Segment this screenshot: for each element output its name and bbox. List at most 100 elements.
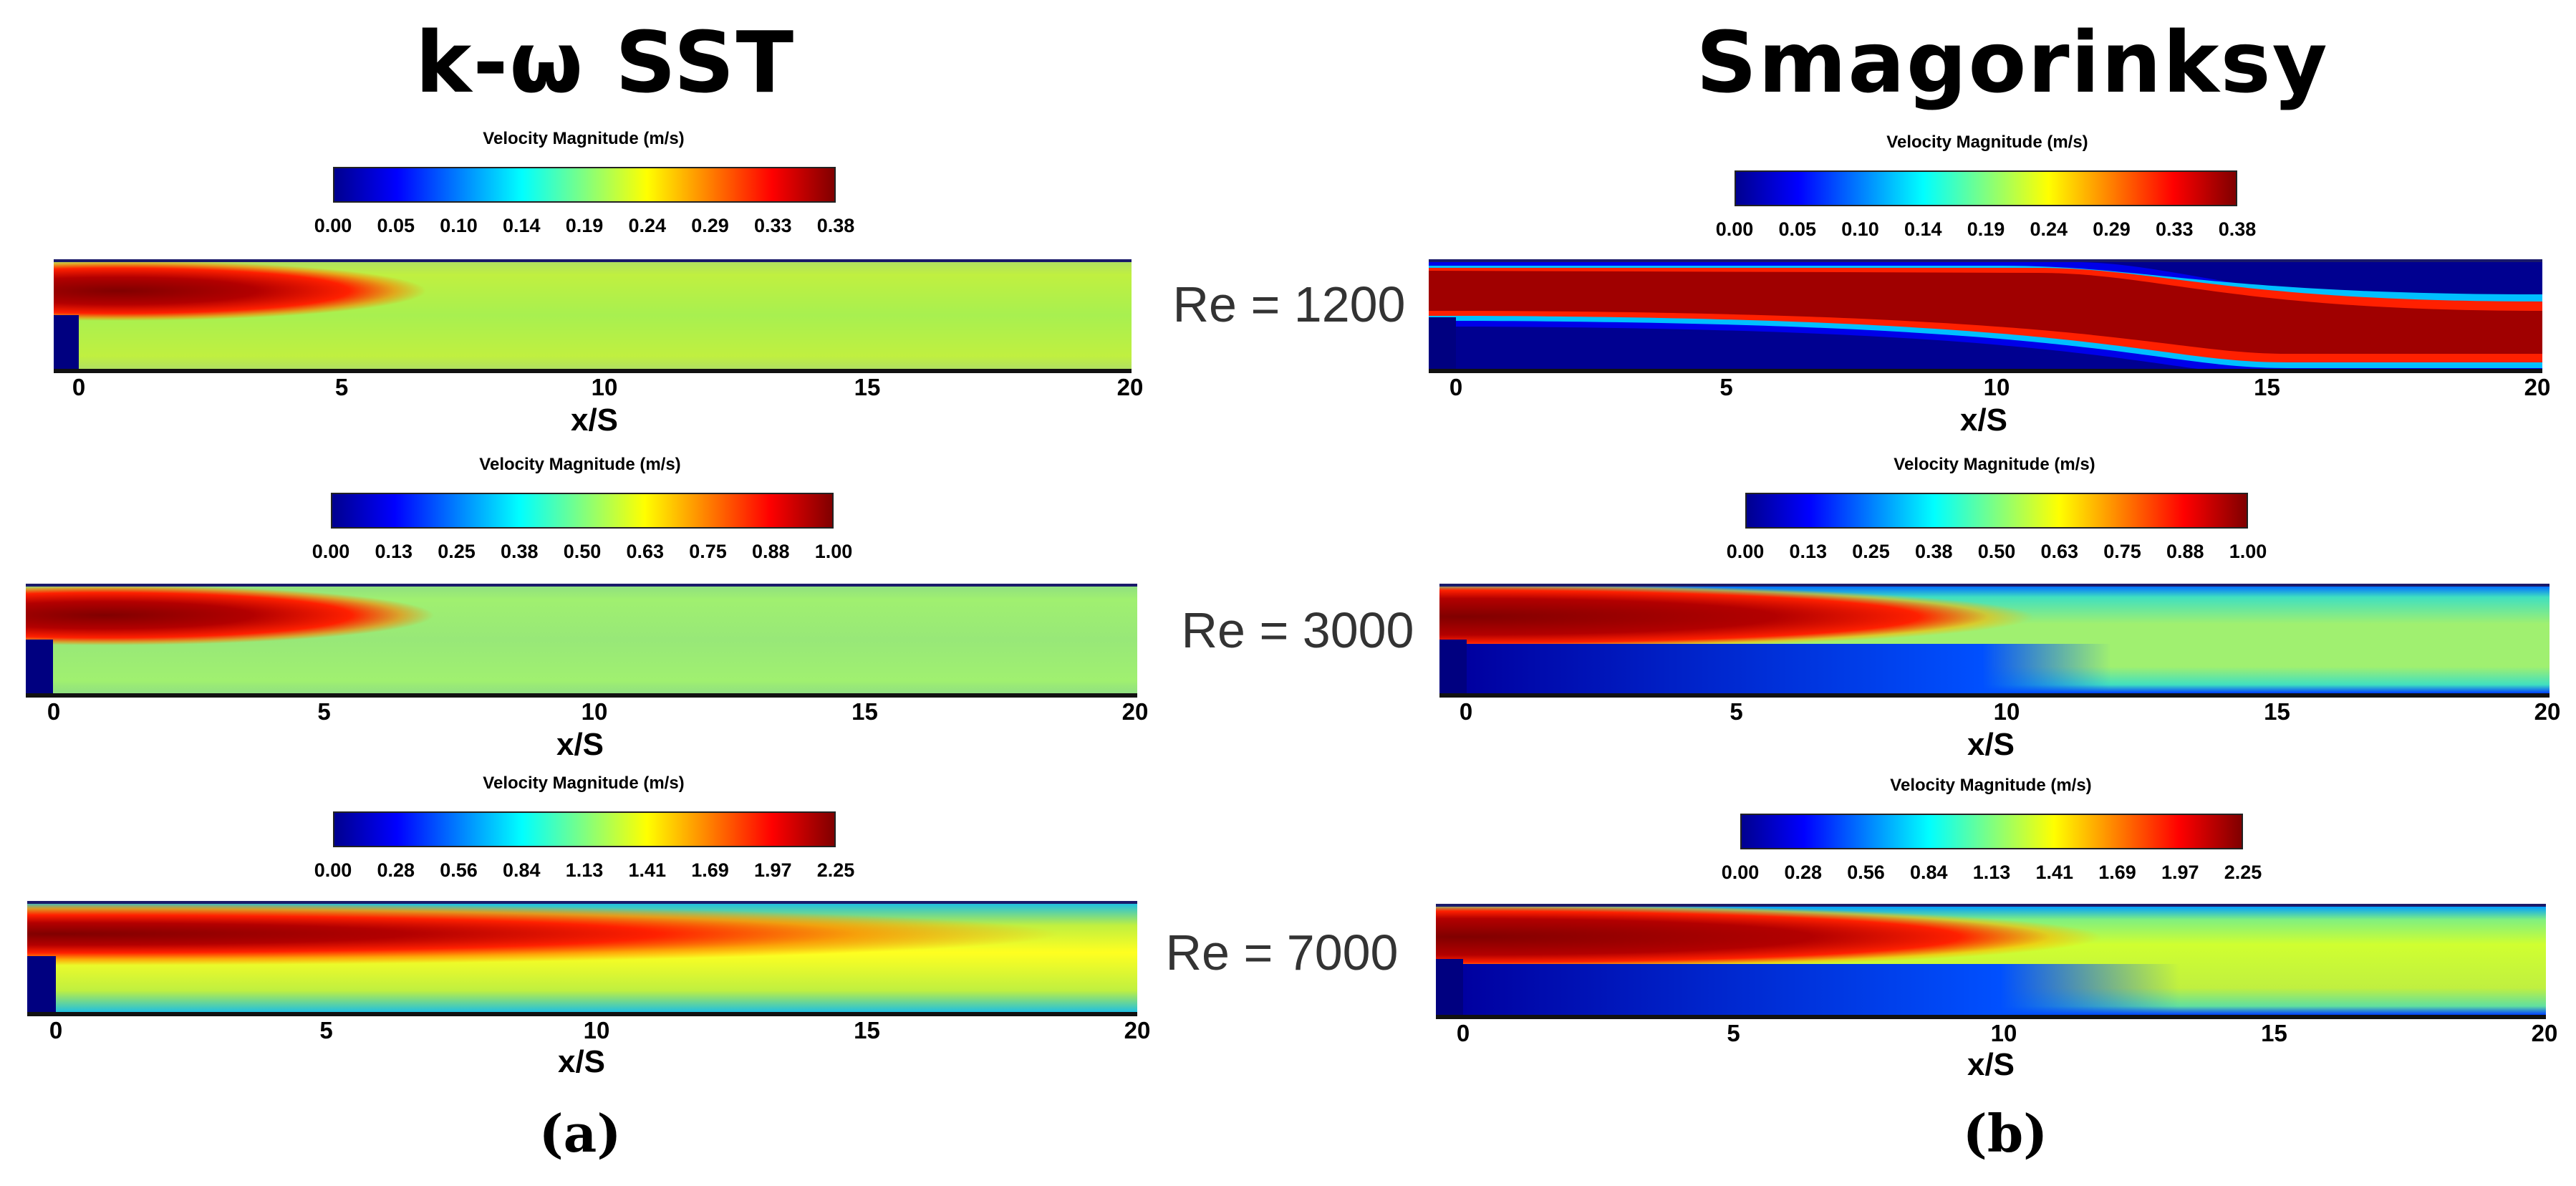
x-axis-label: x/S	[557, 1044, 606, 1079]
x-tick-label: 0	[47, 698, 61, 725]
colorbar-tick-label: 0.00	[312, 541, 350, 562]
colorbar	[333, 167, 836, 203]
colorbar-tick-label: 0.50	[1977, 541, 2016, 562]
x-axis-label: x/S	[1967, 727, 2015, 762]
colorbar-tick-label: 0.84	[502, 859, 541, 881]
velocity-field	[1439, 584, 2550, 697]
colorbar-tick-label: 1.41	[628, 859, 667, 881]
velocity-field	[1436, 904, 2546, 1018]
colorbar	[333, 811, 836, 847]
x-tick-label: 10	[1990, 1020, 2017, 1046]
colorbar-tick-label: 0.00	[1721, 862, 1760, 883]
colorbar-title: Velocity Magnitude (m/s)	[483, 129, 685, 148]
colorbar-tick-label: 1.69	[691, 859, 729, 881]
x-tick-label: 20	[1116, 374, 1144, 400]
colorbar-tick-label: 0.38	[2218, 218, 2257, 240]
colorbar-title: Velocity Magnitude (m/s)	[1886, 132, 2088, 152]
x-tick-label: 15	[852, 698, 878, 725]
colorbar-title: Velocity Magnitude (m/s)	[1890, 776, 2092, 795]
x-tick-label: 0	[1459, 698, 1473, 725]
x-tick-label: 20	[2531, 1020, 2558, 1046]
colorbar-tick-label: 0.10	[440, 215, 478, 236]
colorbar-title: Velocity Magnitude (m/s)	[479, 455, 681, 474]
x-tick-label: 5	[334, 374, 349, 400]
x-tick-label: 5	[1719, 374, 1733, 400]
colorbar-tick-label: 0.00	[1715, 218, 1754, 240]
colorbar-tick-label: 0.00	[1726, 541, 1765, 562]
colorbar-tick-label: 0.28	[1784, 862, 1823, 883]
recirculation-zone	[27, 956, 56, 1012]
x-tick-label: 5	[319, 1017, 333, 1043]
colorbar-tick-label: 0.38	[816, 215, 855, 236]
colorbar-tick-label: 0.00	[314, 215, 352, 236]
x-tick-label: 10	[1983, 374, 2010, 400]
colorbar-tick-label: 1.00	[2229, 541, 2267, 562]
colorbar-tick-label: 0.88	[2166, 541, 2204, 562]
x-tick-label: 20	[2534, 698, 2561, 725]
colorbar-tick-label: 0.14	[502, 215, 541, 236]
colorbar-tick-label: 0.29	[2093, 218, 2131, 240]
colorbar-tick-label: 0.05	[377, 215, 415, 236]
colorbar-tick-label: 1.41	[2035, 862, 2074, 883]
colorbar-tick-label: 0.19	[565, 215, 604, 236]
velocity-field	[27, 901, 1137, 1016]
colorbar-tick-label: 0.38	[500, 541, 539, 562]
x-tick-label: 15	[2261, 1020, 2287, 1046]
recirculation-zone	[1429, 317, 1456, 369]
colorbar-tick-label: 2.25	[2224, 862, 2262, 883]
colorbar-tick-label: 0.75	[2103, 541, 2141, 562]
colorbar-tick-label: 0.56	[440, 859, 478, 881]
re-label-1200: Re = 1200	[1172, 276, 1406, 332]
recirculation-zone	[1436, 959, 1463, 1015]
colorbar-tick-label: 0.28	[377, 859, 415, 881]
x-axis	[54, 371, 1132, 373]
colorbar-tick-label: 0.56	[1847, 862, 1885, 883]
colorbar-tick-label: 2.25	[816, 859, 855, 881]
x-tick-label: 5	[1730, 698, 1743, 725]
colorbar-tick-label: 0.33	[753, 215, 792, 236]
colorbar-tick-label: 1.13	[565, 859, 604, 881]
x-tick-label: 20	[1124, 1017, 1151, 1043]
x-axis	[1436, 1017, 2546, 1019]
x-axis	[1429, 371, 2542, 373]
colorbar-tick-label: 0.10	[1841, 218, 1879, 240]
colorbar-tick-label: 0.88	[751, 541, 790, 562]
colorbar	[331, 493, 834, 529]
colorbar-tick-label: 0.29	[691, 215, 729, 236]
colorbar-tick-label: 0.84	[1909, 862, 1948, 883]
x-tick-label: 10	[1993, 698, 2020, 725]
x-axis-label: x/S	[1967, 1047, 2015, 1082]
x-tick-label: 20	[1121, 698, 1149, 725]
x-tick-label: 5	[1727, 1020, 1740, 1046]
colorbar-tick-label: 0.33	[2155, 218, 2194, 240]
re-label-3000: Re = 3000	[1181, 602, 1414, 658]
x-tick-label: 0	[1449, 374, 1463, 400]
subfigure-label-a: (a)	[539, 1103, 622, 1164]
x-tick-label: 15	[854, 1017, 880, 1043]
x-tick-label: 0	[1456, 1020, 1470, 1046]
colorbar-tick-label: 0.13	[1789, 541, 1828, 562]
x-tick-label: 5	[317, 698, 331, 725]
x-axis-label: x/S	[556, 727, 604, 762]
colorbar-tick-label: 0.75	[689, 541, 727, 562]
x-tick-label: 10	[581, 698, 608, 725]
colorbar-tick-label: 0.24	[2030, 218, 2068, 240]
colorbar-tick-label: 1.97	[753, 859, 792, 881]
colorbar	[1745, 493, 2248, 529]
subfigure-label-b: (b)	[1962, 1103, 2048, 1164]
colorbar-tick-label: 0.24	[628, 215, 667, 236]
jet-core	[1429, 262, 2542, 369]
velocity-field	[54, 259, 1132, 372]
colorbar-title: Velocity Magnitude (m/s)	[483, 773, 685, 793]
colorbar-tick-label: 0.05	[1778, 218, 1817, 240]
colorbar-tick-label: 0.63	[626, 541, 665, 562]
recirculation-zone	[54, 315, 79, 369]
colorbar-tick-label: 0.50	[563, 541, 602, 562]
colorbar-tick-label: 0.14	[1904, 218, 1942, 240]
x-tick-label: 15	[2254, 374, 2280, 400]
x-tick-label: 10	[591, 374, 618, 400]
velocity-field	[26, 584, 1137, 697]
x-axis	[26, 695, 1137, 698]
x-axis-label: x/S	[1959, 402, 2008, 438]
x-axis-label: x/S	[570, 402, 619, 438]
